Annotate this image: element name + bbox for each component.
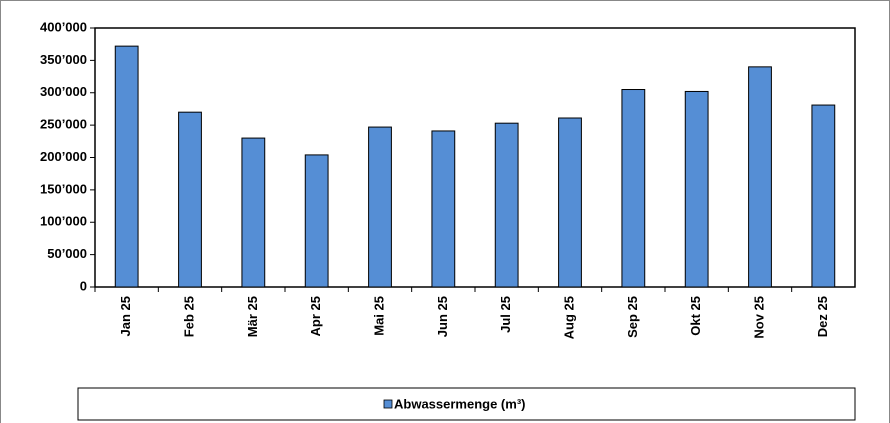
x-tick-label: Feb 25 [181, 296, 196, 337]
y-tick-label: 50’000 [47, 246, 87, 261]
y-tick-label: 100’000 [40, 214, 87, 229]
bar [178, 111, 202, 288]
bar [621, 89, 646, 288]
y-tick-label: 200’000 [40, 149, 87, 164]
legend-label: Abwassermenge (m³) [394, 396, 525, 411]
x-tick-label: Apr 25 [308, 296, 323, 336]
y-tick-label: 400’000 [40, 19, 87, 34]
x-tick-label: Dez 25 [815, 296, 830, 337]
x-tick-label: Jul 25 [498, 296, 513, 333]
bar [811, 104, 836, 288]
y-tick-label: 150’000 [40, 181, 87, 196]
bar [304, 154, 329, 288]
plot-area [94, 27, 856, 288]
x-tick-label: Jan 25 [118, 296, 133, 336]
bar [748, 66, 772, 288]
bar [558, 117, 582, 288]
bar [684, 90, 709, 288]
bar [431, 130, 456, 288]
y-tick-label: 350’000 [40, 52, 87, 67]
legend-swatch [383, 399, 393, 409]
x-tick-label: Aug 25 [561, 296, 576, 339]
x-tick-label: Nov 25 [751, 296, 766, 339]
y-tick-label: 250’000 [40, 117, 87, 132]
x-tick-label: Mai 25 [371, 296, 386, 336]
x-tick-label: Okt 25 [688, 296, 703, 336]
y-tick-label: 0 [80, 278, 87, 293]
legend-box [77, 387, 856, 421]
y-tick-label: 300’000 [40, 84, 87, 99]
bar [241, 137, 266, 288]
bar [114, 45, 139, 288]
x-tick-label: Sep 25 [625, 296, 640, 338]
bar [368, 126, 392, 288]
x-tick-label: Mär 25 [245, 296, 260, 337]
bar [494, 122, 519, 288]
x-tick-label: Jun 25 [435, 296, 450, 337]
